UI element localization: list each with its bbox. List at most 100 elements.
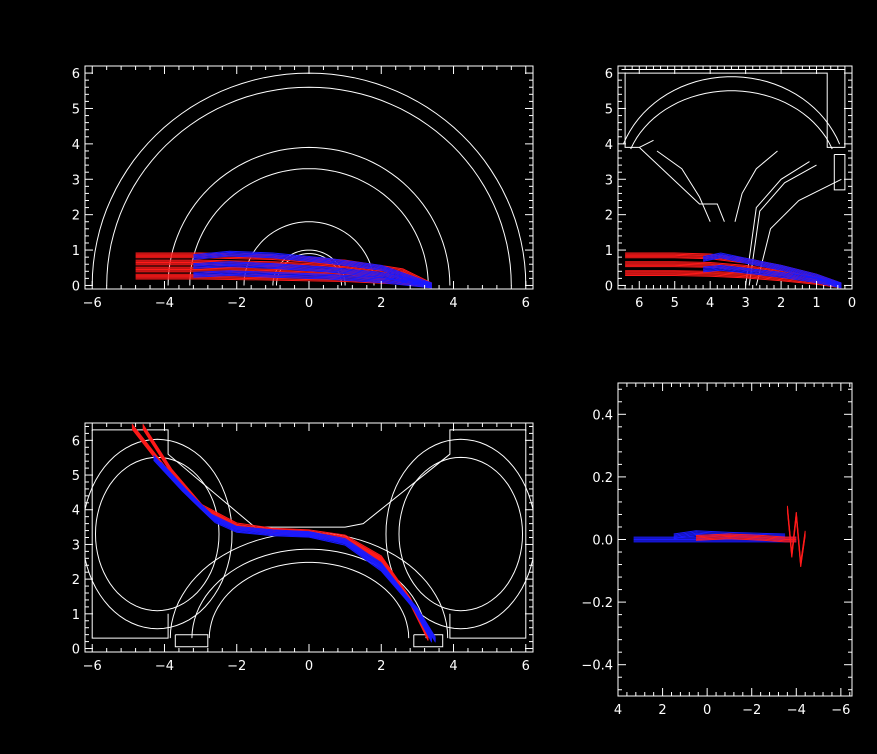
- wall-outline: [174, 634, 209, 648]
- y-tick-label: 0: [72, 643, 80, 658]
- trajectory-line: [193, 263, 432, 286]
- trajectory-line: [193, 262, 432, 285]
- x-tick-label: −4: [155, 659, 174, 674]
- x-tick-label: 2: [377, 296, 385, 311]
- x-tick-label: 6: [635, 296, 643, 311]
- y-tick-label: 2: [72, 209, 80, 224]
- trajectory-line: [160, 463, 436, 639]
- wall-outline: [639, 139, 654, 148]
- trajectory-line: [142, 423, 429, 636]
- trajectory-line: [160, 461, 436, 638]
- x-tick-label: −2: [742, 703, 761, 718]
- trajectory-line: [160, 464, 436, 641]
- y-tick-label: 1: [72, 244, 80, 259]
- panel-top-left: −6 −4 −2 0 2 4 6 0 1 2 3 4 5 6: [72, 65, 534, 311]
- x-tick-label: 4: [449, 296, 457, 311]
- wall-arc: [106, 86, 512, 286]
- x-tick-label: 5: [671, 296, 679, 311]
- x-tick-label: 2: [777, 296, 785, 311]
- x-tick-label: 2: [377, 659, 385, 674]
- x-tick-label: 4: [614, 703, 622, 718]
- y-tick-label: 1: [72, 608, 80, 623]
- y-tick-label: 3: [605, 173, 613, 188]
- trajectory-line: [673, 531, 786, 536]
- y-tick-label: 3: [72, 173, 80, 188]
- wall-arc: [189, 168, 429, 286]
- trajectory-line: [695, 533, 797, 538]
- wall-outline: [91, 429, 169, 639]
- wall-outline: [833, 154, 846, 191]
- trajectory-line: [193, 253, 432, 286]
- x-tick-label: −2: [227, 659, 246, 674]
- trajectory-line: [695, 535, 797, 540]
- wall-outline: [92, 429, 527, 639]
- x-tick-label: 6: [522, 659, 530, 674]
- trajectory-line: [193, 254, 432, 288]
- wall-arc: [208, 561, 410, 639]
- wall-loop: [385, 438, 533, 630]
- x-tick-label: 6: [522, 296, 530, 311]
- wall-curve: [745, 161, 810, 286]
- plot-area: [621, 69, 846, 289]
- y-tick-label: 4: [605, 138, 613, 153]
- y-tick-label: 0.0: [592, 534, 613, 549]
- trajectory-line: [193, 274, 432, 289]
- y-tick-label: 4: [72, 504, 80, 519]
- trajectory-line: [160, 466, 436, 643]
- x-tick-label: 1: [812, 296, 820, 311]
- trajectory-line: [703, 267, 842, 286]
- x-tick-label: −2: [227, 296, 246, 311]
- trajectory-line: [786, 510, 806, 567]
- wall-curve: [656, 150, 711, 222]
- trajectory-line: [193, 270, 432, 284]
- y-tick-label: −0.4: [581, 659, 613, 674]
- trajectory-line: [193, 250, 432, 284]
- y-tick-label: −0.2: [581, 596, 613, 611]
- trajectory-line: [703, 256, 842, 288]
- trajectory-line: [703, 264, 842, 284]
- trajectory-line: [703, 253, 842, 285]
- wall-loop: [398, 456, 523, 612]
- y-tick-label: 0: [72, 279, 80, 294]
- trajectory-line: [703, 269, 842, 289]
- x-tick-label: −6: [83, 659, 102, 674]
- wall-arc: [622, 76, 841, 145]
- trajectory-line: [703, 266, 842, 285]
- x-tick-label: 4: [449, 659, 457, 674]
- trajectory-line: [703, 254, 842, 286]
- plot-area: [633, 505, 806, 567]
- wall-loop: [85, 438, 233, 630]
- y-tick-label: 5: [605, 102, 613, 117]
- panel-bottom-right: 4 2 0 −2 −4 −6 −0.4 −0.2 0.0 0.2 0.4: [581, 382, 853, 718]
- wall-curve: [748, 164, 817, 286]
- trajectory-line: [153, 456, 433, 639]
- trajectory-line: [193, 255, 432, 289]
- y-tick-label: 0.2: [592, 471, 613, 486]
- wall-arc: [167, 146, 451, 286]
- y-tick-label: 6: [72, 67, 80, 82]
- x-tick-label: −4: [155, 296, 174, 311]
- trajectory-line: [193, 264, 432, 288]
- trajectory-line: [695, 538, 797, 543]
- x-tick-label: 4: [706, 296, 714, 311]
- wall-arc: [191, 548, 427, 639]
- x-tick-label: 0: [305, 296, 313, 311]
- y-tick-label: 2: [72, 573, 80, 588]
- trajectory-line: [703, 268, 842, 288]
- y-tick-label: 6: [605, 67, 613, 82]
- wall-loop: [95, 456, 220, 612]
- y-tick-label: 0.4: [592, 408, 613, 423]
- wall-curve: [755, 178, 842, 286]
- x-tick-label: 2: [658, 703, 666, 718]
- trajectory-line: [673, 530, 786, 535]
- y-tick-label: 4: [72, 138, 80, 153]
- plot-area: [91, 72, 527, 289]
- y-tick-label: 5: [72, 469, 80, 484]
- x-tick-label: −6: [831, 703, 850, 718]
- trajectory-line: [695, 534, 797, 539]
- wall-arc: [630, 90, 833, 150]
- trajectory-line: [193, 261, 432, 284]
- plot-frame: [617, 65, 853, 290]
- trajectory-line: [703, 252, 842, 284]
